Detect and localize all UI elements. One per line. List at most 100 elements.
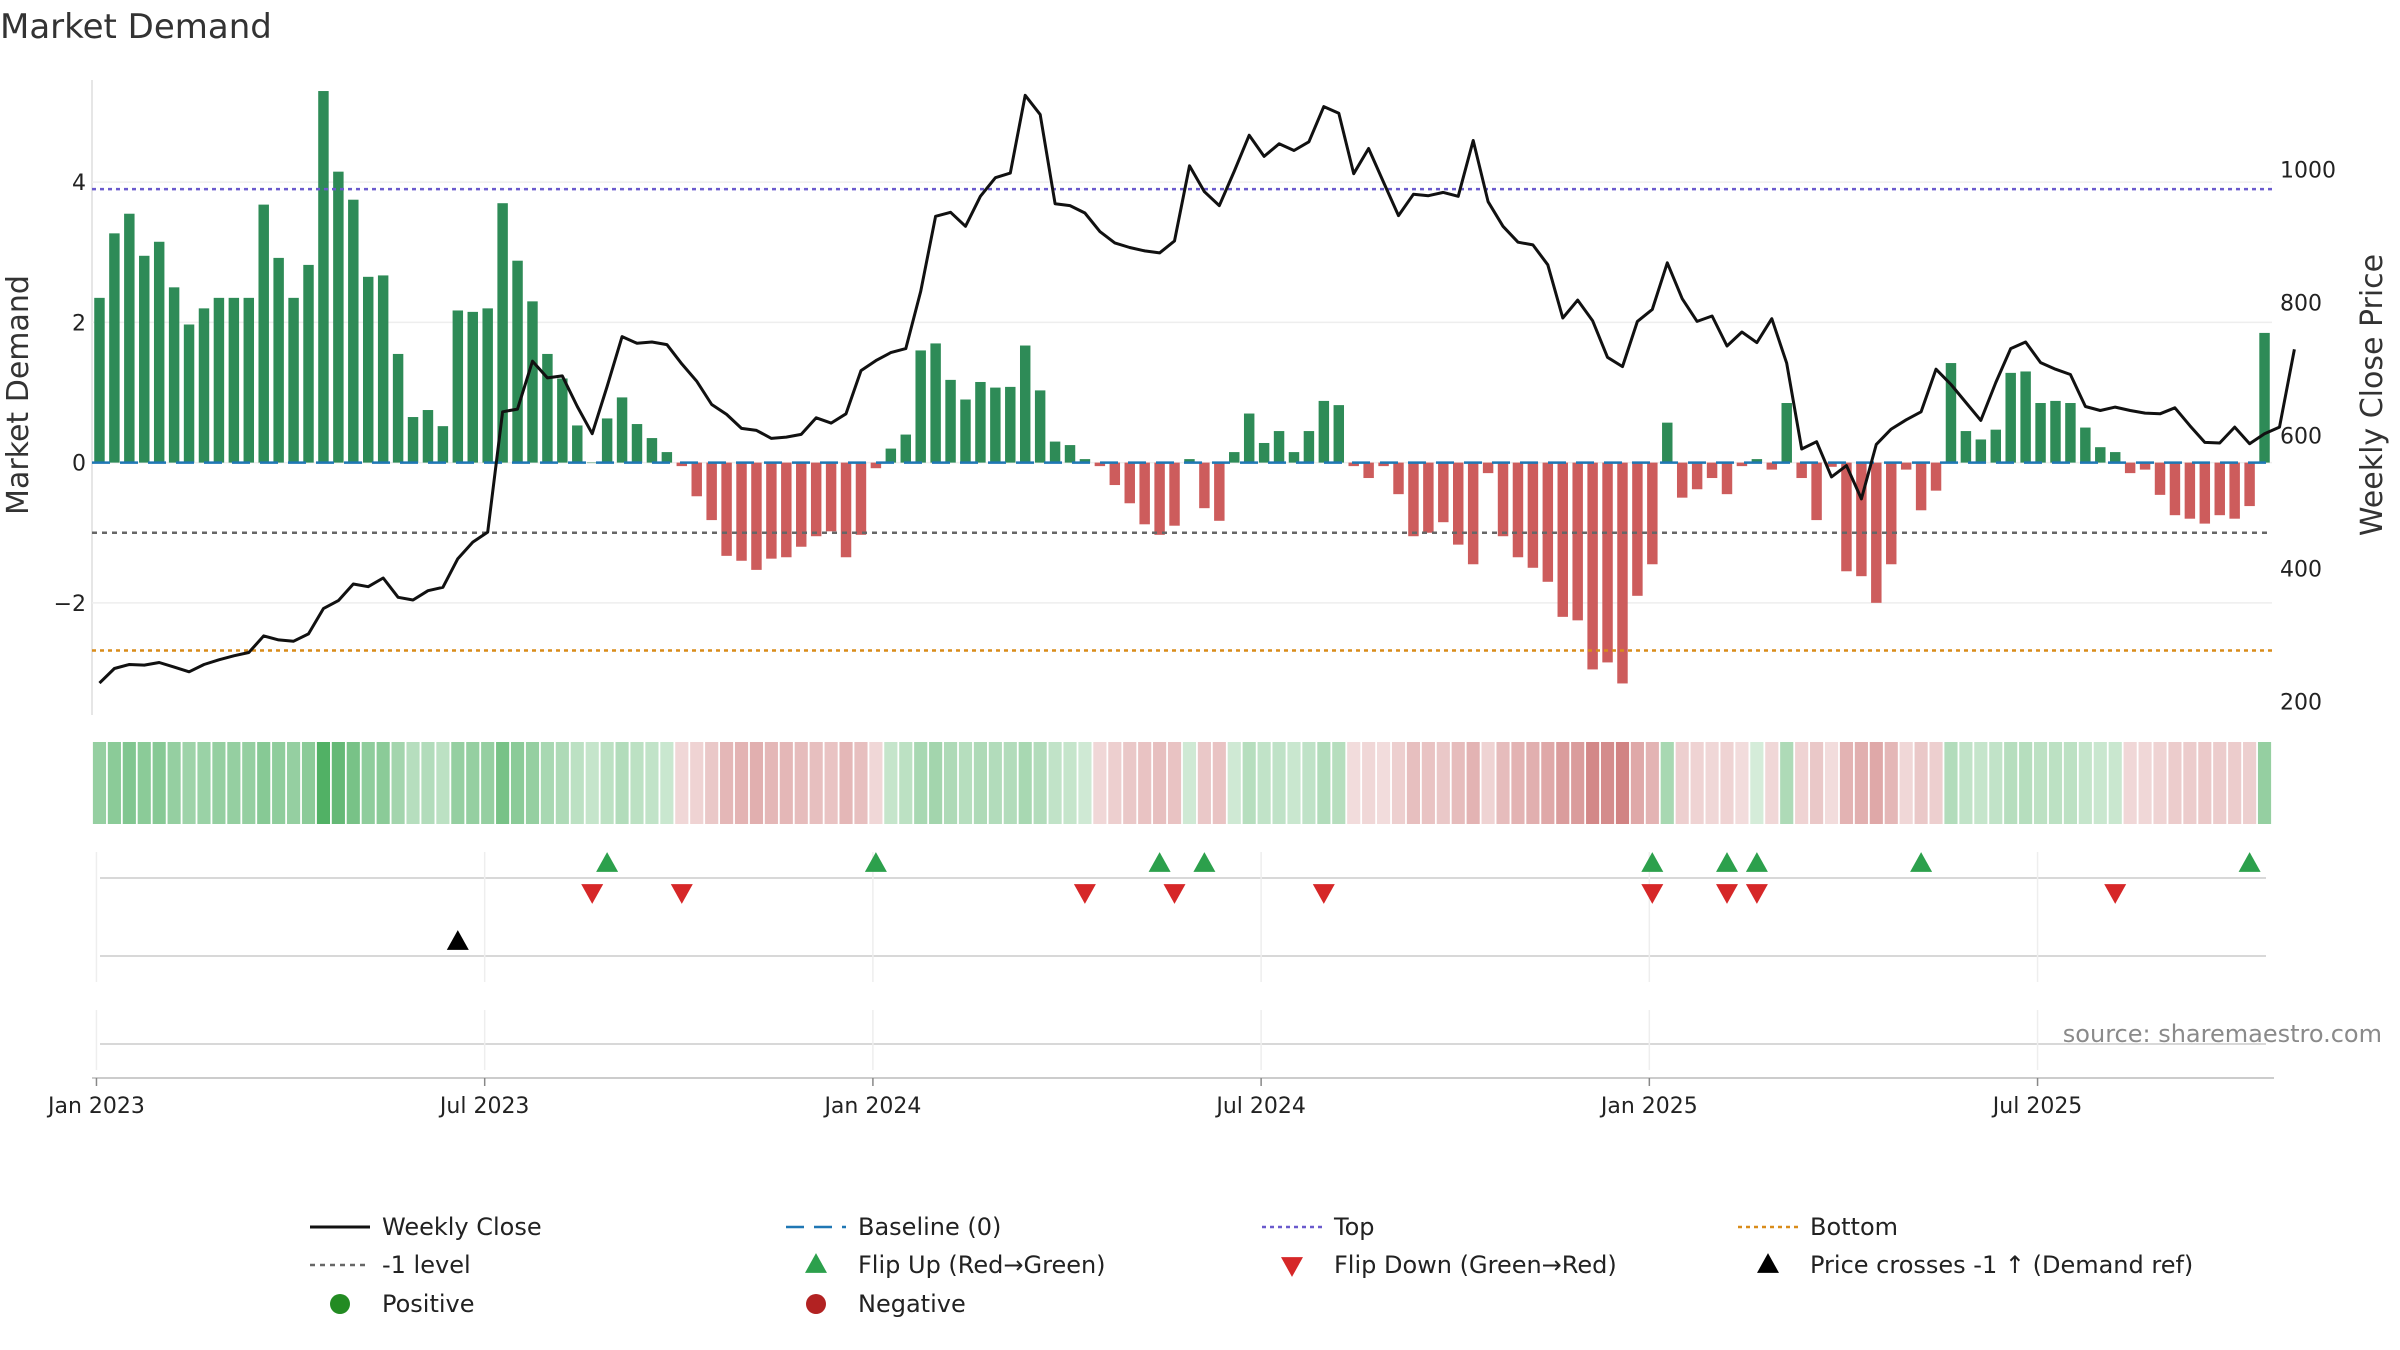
strip-cell <box>1317 742 1331 824</box>
demand-bar <box>616 397 628 463</box>
x-tick-label: Jul 2024 <box>1214 1094 1306 1119</box>
strip-cell <box>630 742 644 824</box>
legend-label: Bottom <box>1810 1213 1898 1241</box>
strip-cell <box>287 742 301 824</box>
demand-bar <box>1856 462 1867 577</box>
demand-bar <box>631 424 643 463</box>
strip-cell <box>1615 742 1630 824</box>
strip-cell <box>794 742 808 824</box>
demand-bar <box>2214 462 2225 516</box>
demand-bar <box>2080 427 2091 463</box>
strip-cell <box>1556 742 1570 824</box>
strip-cell <box>1003 742 1017 824</box>
demand-bar <box>2124 462 2136 474</box>
strip-cell <box>1914 742 1928 824</box>
strip-cell <box>1959 742 1973 824</box>
demand-bar <box>1915 462 1927 511</box>
legend-swatch <box>805 1253 827 1273</box>
flip-down-marker <box>581 884 604 904</box>
flip-down-marker <box>670 884 693 904</box>
demand-bar <box>1557 462 1568 617</box>
legend-item-cross: Price crosses -1 ↑ (Demand ref) <box>1757 1251 2193 1279</box>
strip-cell <box>1571 742 1585 824</box>
strip-cell <box>1929 742 1943 824</box>
strip-cell <box>2004 742 2018 824</box>
strip-cell <box>973 742 987 824</box>
demand-bar <box>572 425 583 463</box>
demand-bar <box>407 417 419 463</box>
strip-cell <box>2168 742 2182 824</box>
strip-cell <box>1705 742 1719 824</box>
demand-bar <box>1811 462 1822 521</box>
demand-bar <box>975 381 986 463</box>
demand-bar <box>691 462 702 497</box>
demand-bar <box>2065 403 2076 463</box>
strip-cell <box>585 742 599 824</box>
strip-cell <box>555 742 569 824</box>
demand-bar <box>2244 462 2255 507</box>
strip-cell <box>2123 742 2137 824</box>
demand-bar <box>452 310 464 463</box>
strip-cell <box>705 742 719 824</box>
strip-cell <box>764 742 778 824</box>
strip-cell <box>1466 742 1480 824</box>
strip-cell <box>1033 742 1047 824</box>
demand-bar <box>124 213 135 463</box>
y2-tick-label: 200 <box>2280 691 2322 716</box>
strip-cell <box>1496 742 1510 824</box>
demand-bar <box>348 199 359 463</box>
strip-cell <box>1257 742 1271 824</box>
strip-cell <box>182 742 196 824</box>
flip-down-marker <box>1716 884 1738 904</box>
demand-bar <box>1662 422 1673 463</box>
demand-bar <box>885 448 897 463</box>
strip-cell <box>316 742 331 824</box>
strip-cell <box>1362 742 1376 824</box>
y-tick-label: 4 <box>72 171 86 196</box>
legend-label: Top <box>1333 1213 1375 1241</box>
demand-bar <box>2229 462 2240 519</box>
demand-bar <box>288 297 299 463</box>
demand-bar <box>1826 462 1837 467</box>
demand-bar <box>1363 462 1374 479</box>
strip-cell <box>839 742 853 824</box>
demand-bar <box>213 297 225 463</box>
demand-bar <box>198 308 210 463</box>
strip-cell <box>122 742 136 824</box>
demand-bar <box>1467 462 1479 565</box>
strip-cell <box>720 742 734 824</box>
strip-cell <box>1212 742 1226 824</box>
strip-cell <box>988 742 1002 824</box>
demand-bar <box>1318 400 1330 463</box>
strip-cell <box>958 742 973 824</box>
strip-cell <box>481 742 495 824</box>
legend-item-close: Weekly Close <box>310 1213 542 1241</box>
strip-cell <box>1242 742 1256 824</box>
flip-up-marker <box>1910 852 1933 872</box>
strip-cell <box>1138 742 1152 824</box>
demand-bar <box>586 462 598 464</box>
y2-tick-label: 1000 <box>2280 159 2336 184</box>
demand-bar <box>1034 390 1046 463</box>
legend-label: Positive <box>382 1290 475 1318</box>
strip-cell <box>1884 742 1898 824</box>
strip-cell <box>1272 742 1286 824</box>
strip-cell <box>2153 742 2167 824</box>
demand-bar <box>2005 372 2016 463</box>
strip-cell <box>2183 742 2197 824</box>
strip-cell <box>1675 742 1689 824</box>
demand-bar <box>1930 462 1942 491</box>
demand-bar <box>1945 363 1957 463</box>
legend-label: -1 level <box>382 1251 471 1279</box>
strip-cell <box>645 742 659 824</box>
demand-bar <box>1542 462 1554 582</box>
demand-bar <box>542 353 553 463</box>
demand-bar <box>661 452 673 463</box>
strip-cell <box>1944 742 1958 824</box>
demand-bar <box>1721 462 1733 495</box>
legend-swatch <box>806 1294 826 1314</box>
demand-bar <box>1079 459 1091 463</box>
strip-cell <box>1511 742 1525 824</box>
demand-bar <box>1587 462 1598 670</box>
demand-bar <box>1378 462 1389 467</box>
